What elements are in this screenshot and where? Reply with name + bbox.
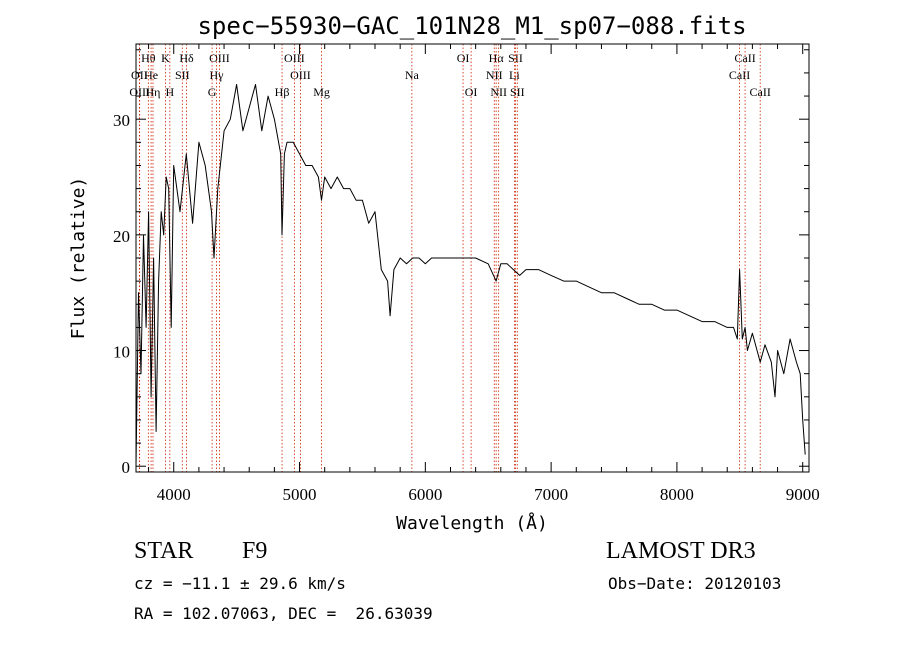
x-tick-label-2: 6000 bbox=[408, 485, 442, 504]
y-tick-label-3: 30 bbox=[113, 111, 130, 130]
series-line-0 bbox=[135, 84, 806, 467]
line-marker-label-0: Hθ bbox=[141, 51, 156, 65]
axes: 4000 5000 6000 7000 8000 9000 0 10 20 30 bbox=[113, 44, 820, 504]
line-marker-label-2: OIII bbox=[129, 85, 150, 99]
line-marker-label-25: CaII bbox=[734, 51, 755, 65]
x-axis-label: Wavelength (Å) bbox=[396, 512, 548, 534]
line-marker-label-14: Hβ bbox=[275, 85, 290, 99]
line-marker-label-15: Mg bbox=[313, 85, 330, 99]
chart-title: spec−55930−GAC_101N28_M1_sp07−088.fits bbox=[197, 12, 746, 40]
line-marker-label-12: OIII bbox=[284, 51, 305, 65]
line-marker-label-8: Hδ bbox=[179, 51, 194, 65]
line-marker-label-23: Li bbox=[509, 68, 520, 82]
line-marker-label-21: NII bbox=[490, 85, 507, 99]
coordinates: RA = 102.07063, DEC = 26.63039 bbox=[134, 604, 433, 623]
line-marker-label-22: SII bbox=[508, 51, 523, 65]
line-marker-label-24: SII bbox=[510, 85, 525, 99]
line-marker-label-9: OIII bbox=[209, 51, 230, 65]
spectrum-series bbox=[135, 84, 806, 467]
line-marker-label-19: Hα bbox=[489, 51, 505, 65]
y-axis-label: Flux (relative) bbox=[68, 177, 89, 340]
line-marker-label-3: He bbox=[144, 68, 158, 82]
line-marker-label-10: Hγ bbox=[210, 68, 225, 82]
line-marker-label-17: OI bbox=[457, 51, 470, 65]
line-marker-label-5: K bbox=[161, 51, 170, 65]
line-marker-label-11: G bbox=[208, 85, 217, 99]
x-tick-label-4: 8000 bbox=[660, 485, 694, 504]
x-tick-label-0: 4000 bbox=[157, 485, 191, 504]
x-tick-label-3: 7000 bbox=[534, 485, 568, 504]
line-marker-label-20: NII bbox=[486, 68, 503, 82]
survey-name: LAMOST DR3 bbox=[606, 538, 756, 564]
y-tick-label-2: 20 bbox=[113, 227, 130, 246]
x-tick-label-1: 5000 bbox=[283, 485, 317, 504]
redshift-text: cz = −11.1 ± 29.6 km/s bbox=[134, 574, 346, 593]
line-marker-label-27: CaII bbox=[750, 85, 771, 99]
line-marker-label-6: SII bbox=[175, 68, 190, 82]
object-subclass: F9 bbox=[242, 538, 268, 564]
line-marker-label-26: CaII bbox=[729, 68, 750, 82]
x-tick-label-5: 9000 bbox=[786, 485, 820, 504]
line-marker-label-1: OII bbox=[131, 68, 148, 82]
line-marker-label-13: OIII bbox=[290, 68, 311, 82]
y-tick-label-0: 0 bbox=[122, 458, 131, 477]
y-tick-label-1: 10 bbox=[113, 343, 130, 362]
obs-date: Obs−Date: 20120103 bbox=[608, 574, 782, 593]
line-marker-label-4: Hη bbox=[146, 85, 161, 99]
line-marker-label-18: OI bbox=[465, 85, 478, 99]
object-class: STAR bbox=[134, 538, 194, 564]
line-marker-label-16: Na bbox=[405, 68, 420, 82]
line-marker-label-7: H bbox=[166, 85, 175, 99]
